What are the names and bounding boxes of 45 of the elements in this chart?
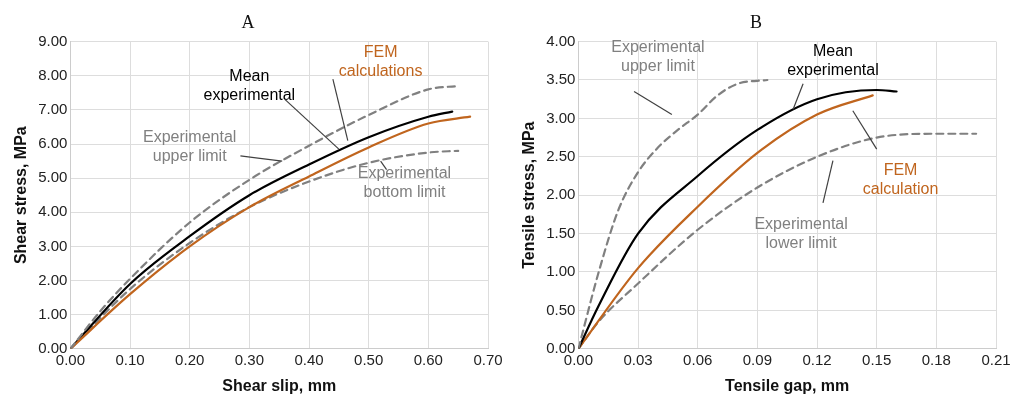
chart-title: A [241,11,255,32]
x-tick-label: 0.10 [115,350,145,368]
y-tick-label: 9.00 [38,31,68,49]
series-label: Mean experimental [787,41,879,78]
y-tick-label: 2.00 [38,270,68,288]
series-label: Experimental bottom limit [357,164,452,201]
y-tick-label: 1.50 [546,223,576,241]
y-tick-label: 3.00 [546,108,576,126]
y-tick-label: 1.00 [38,304,68,322]
text: FEM calculations [338,42,423,79]
y-axis-title: Tensile stress, MPa [520,121,538,269]
x-tick-label: 0.30 [234,350,264,368]
y-axis-title: Shear stress, MPa [12,126,30,265]
x-tick-label: 0.18 [921,350,951,368]
x-axis-title: Tensile gap, mm [725,376,850,394]
x-tick-label: 0.70 [473,350,503,368]
x-tick-label: 0.21 [981,350,1011,368]
text: FEM calculation [862,160,939,197]
y-tick-label: 7.00 [38,100,68,118]
x-tick-label: 0.15 [862,350,892,368]
y-tick-label: 1.00 [546,262,576,280]
chart-title: B [749,11,763,32]
series-label: Experimental upper limit [143,128,237,165]
x-tick-label: 0.40 [294,350,324,368]
x-tick-label: 0.03 [623,350,653,368]
x-tick-label: 0.20 [175,350,205,368]
series-label: Experimental upper limit [611,37,705,74]
x-tick-label: 0.60 [413,350,443,368]
series-label: Experimental lower limit [754,214,848,251]
y-tick-label: 2.00 [546,185,576,203]
y-tick-label: 8.00 [38,65,68,83]
y-tick-label: 2.50 [546,146,576,164]
x-axis-title: Shear slip, mm [222,376,337,394]
text: Mean experimental [203,66,296,103]
x-tick-label: 0.50 [354,350,384,368]
x-tick-label: 0.06 [683,350,713,368]
y-tick-label: 3.50 [546,70,576,88]
x-tick-label: 0.12 [802,350,832,368]
y-tick-label: 5.00 [38,168,68,186]
y-tick-label: 0.50 [546,300,576,318]
y-tick-label: 4.00 [546,31,576,49]
x-tick-label: 0.09 [742,350,772,368]
y-tick-label: 3.00 [38,236,68,254]
y-tick-label: 6.00 [38,134,68,152]
y-tick-label: 4.00 [38,202,68,220]
